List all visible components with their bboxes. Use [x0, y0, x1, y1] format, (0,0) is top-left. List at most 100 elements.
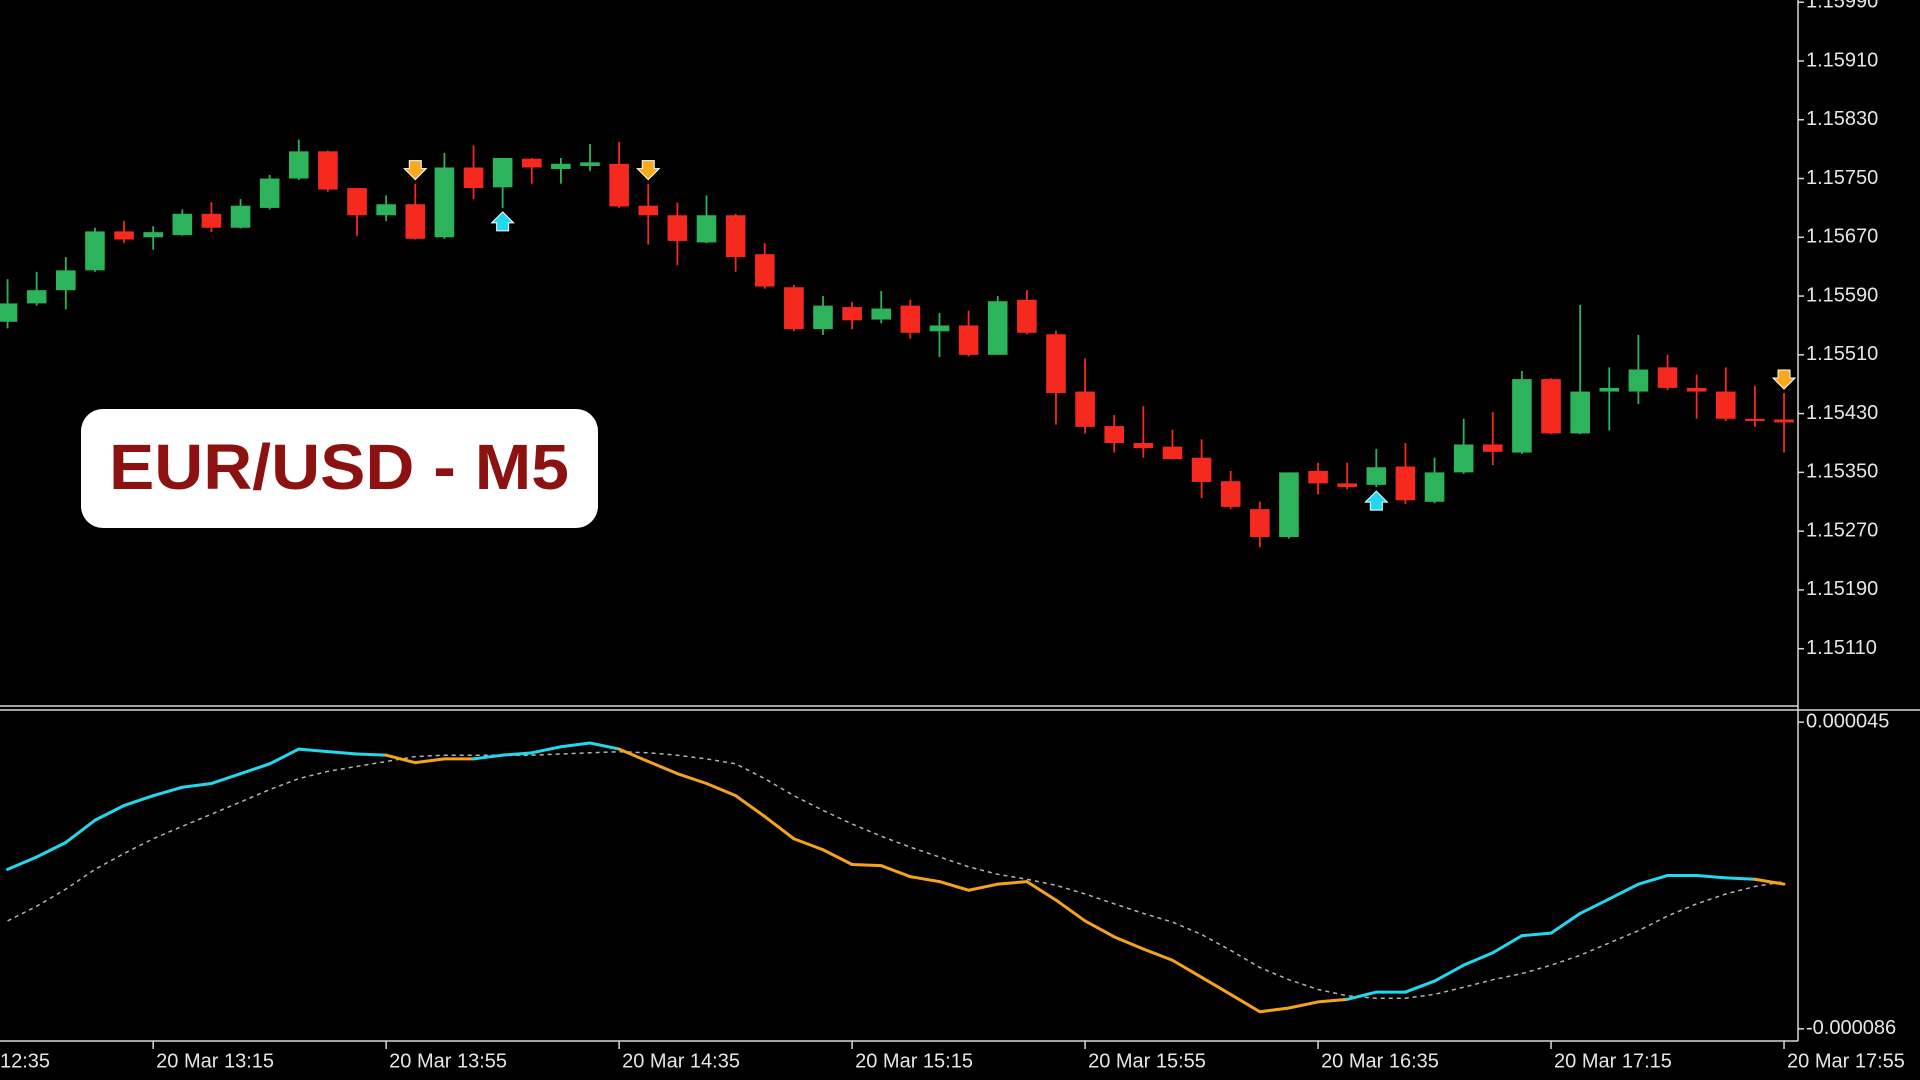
candle-body — [609, 163, 629, 207]
signal-line — [7, 750, 1785, 999]
main-line-segment — [1578, 897, 1611, 915]
y-tick-label: 1.15190 — [1806, 578, 1878, 600]
main-line-segment — [326, 750, 359, 756]
candle-body — [172, 213, 193, 236]
main-line-segment — [1141, 947, 1174, 962]
main-line-segment — [792, 837, 825, 852]
main-line-segment — [209, 772, 243, 786]
main-line-segment — [1753, 877, 1786, 886]
candle-body — [1017, 299, 1037, 333]
y-tick-label: 1.15910 — [1806, 49, 1878, 71]
candle-body — [1628, 369, 1649, 392]
candle-body — [842, 307, 862, 321]
main-line-segment — [151, 785, 184, 798]
main-line-segment — [1025, 880, 1058, 902]
annotation-box — [81, 409, 598, 528]
main-line-segment — [588, 741, 621, 751]
candle-body — [259, 178, 280, 208]
candle-body — [1162, 446, 1183, 460]
main-line-segment — [908, 875, 941, 884]
main-line-segment — [413, 757, 446, 765]
main-line-segment — [1258, 1006, 1291, 1014]
main-line-segment — [1287, 1000, 1320, 1010]
y-tick-label: -0.000086 — [1806, 1017, 1896, 1039]
main-line-segment — [1229, 992, 1262, 1014]
candle-body — [696, 215, 717, 243]
main-line-segment — [1549, 911, 1582, 935]
x-tick-label: 20 Mar 17:15 — [1554, 1050, 1672, 1072]
candle-body — [667, 215, 688, 241]
candle-body — [754, 254, 775, 287]
candle-body — [1541, 379, 1561, 434]
candle-body — [114, 231, 134, 240]
candle-body — [56, 270, 76, 291]
main-line-segment — [1083, 919, 1116, 939]
candle-body — [0, 303, 18, 322]
candle-body — [201, 213, 222, 228]
main-line-segment — [617, 747, 650, 763]
main-line-segment — [734, 794, 767, 819]
candle-body — [1715, 391, 1736, 419]
main-line-segment — [530, 745, 563, 755]
candle-body — [1570, 391, 1590, 434]
candle-body — [1104, 426, 1125, 443]
y-tick-label: 1.15270 — [1806, 519, 1878, 541]
candle-body — [85, 231, 105, 271]
candle-body — [318, 151, 338, 190]
main-line-segment — [1112, 935, 1145, 951]
main-line-segment — [35, 840, 68, 859]
candle-body — [434, 167, 455, 238]
main-line-segment — [937, 880, 971, 892]
y-tick-label: 1.15750 — [1806, 167, 1878, 189]
y-tick-label: 1.15350 — [1806, 461, 1878, 483]
y-tick-label: 1.15670 — [1806, 226, 1878, 248]
candle-body — [1483, 444, 1503, 452]
main-line-segment — [879, 864, 912, 879]
main-line-segment — [1491, 934, 1524, 955]
candle-body — [871, 308, 892, 320]
main-line-segment — [1607, 882, 1640, 901]
candle-body — [521, 158, 542, 168]
annotation: EUR/USD - M5 — [81, 409, 598, 528]
y-tick-label: 0.000045 — [1806, 710, 1889, 732]
candle-body — [987, 301, 1008, 355]
main-line-segment — [180, 782, 213, 789]
candle-body — [492, 157, 513, 188]
candle-body — [784, 287, 804, 330]
candle-body — [405, 204, 426, 239]
candle-body — [1279, 472, 1299, 538]
main-line-segment — [297, 747, 330, 754]
main-line-segment — [1345, 990, 1378, 1001]
candle-body — [1395, 466, 1416, 501]
main-line-segment — [239, 762, 272, 776]
candle-body — [1337, 483, 1357, 488]
main-line-segment — [1724, 876, 1757, 881]
main-line-segment — [501, 751, 534, 757]
main-line-segment — [850, 862, 883, 868]
plot-area — [0, 139, 1797, 1014]
candle-body — [580, 162, 600, 167]
main-line-segment — [1316, 997, 1349, 1004]
candle-body — [813, 305, 833, 330]
buy-signal — [1364, 490, 1389, 511]
x-tick-label: 20 Mar 15:15 — [855, 1050, 973, 1072]
main-line-segment — [646, 759, 679, 776]
main-line-segment — [472, 753, 505, 761]
main-line-segment — [6, 855, 39, 871]
candle-body — [1424, 472, 1445, 502]
candle-body — [143, 232, 163, 238]
candle-body — [1599, 387, 1620, 392]
candle-body — [958, 325, 979, 355]
main-line-segment — [675, 772, 709, 786]
main-line-segment — [559, 741, 592, 749]
main-line-segment — [821, 848, 854, 866]
candle-body — [230, 205, 251, 228]
candle-body — [376, 204, 396, 216]
x-tick-label: 20 Mar 16:35 — [1321, 1050, 1439, 1072]
candle-body — [1220, 481, 1241, 507]
y-tick-label: 1.15510 — [1806, 343, 1878, 365]
candle-body — [900, 305, 921, 333]
candle-body — [463, 167, 484, 189]
annotation-text: EUR/USD - M5 — [109, 431, 569, 503]
